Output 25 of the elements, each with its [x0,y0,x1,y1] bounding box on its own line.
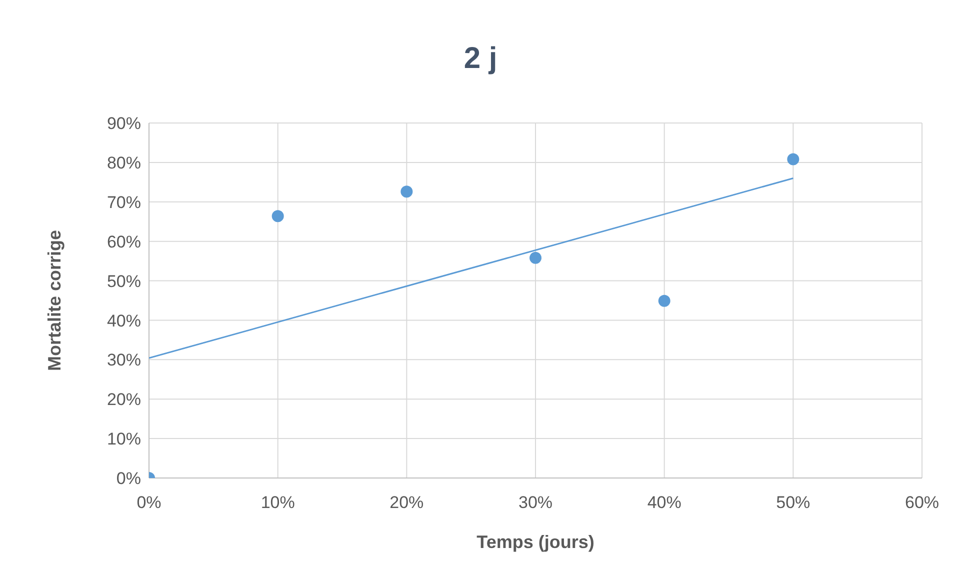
point [272,210,284,222]
x-tick-label: 0% [136,493,162,512]
y-tick-label: 20% [106,390,141,410]
chart-title: 2 j [462,42,498,76]
point [787,153,800,166]
x-tick-label: 50% [776,493,810,512]
point [530,252,542,264]
y-tick-label: 70% [106,192,141,212]
y-axis-title: Mortalite corrige [44,230,64,372]
point [400,186,413,198]
y-tick-label: 0% [116,469,141,488]
x-axis-title: Temps (jours) [476,532,594,552]
x-tick-label: 30% [518,493,553,512]
x-tick-label: 60% [904,493,940,512]
x-tick-label: 10% [260,493,295,512]
x-tick-label: 20% [390,493,424,512]
y-tick-label: 10% [106,430,141,449]
y-tick-label: 50% [106,272,141,291]
y-tick-label: 40% [106,311,141,330]
y-tick-label: 60% [106,232,141,252]
y-tick-label: 30% [106,350,141,370]
x-tick-label: 40% [647,493,682,512]
point [658,294,670,307]
y-tick-label: 90% [106,114,141,134]
y-tick-label: 80% [106,153,141,172]
